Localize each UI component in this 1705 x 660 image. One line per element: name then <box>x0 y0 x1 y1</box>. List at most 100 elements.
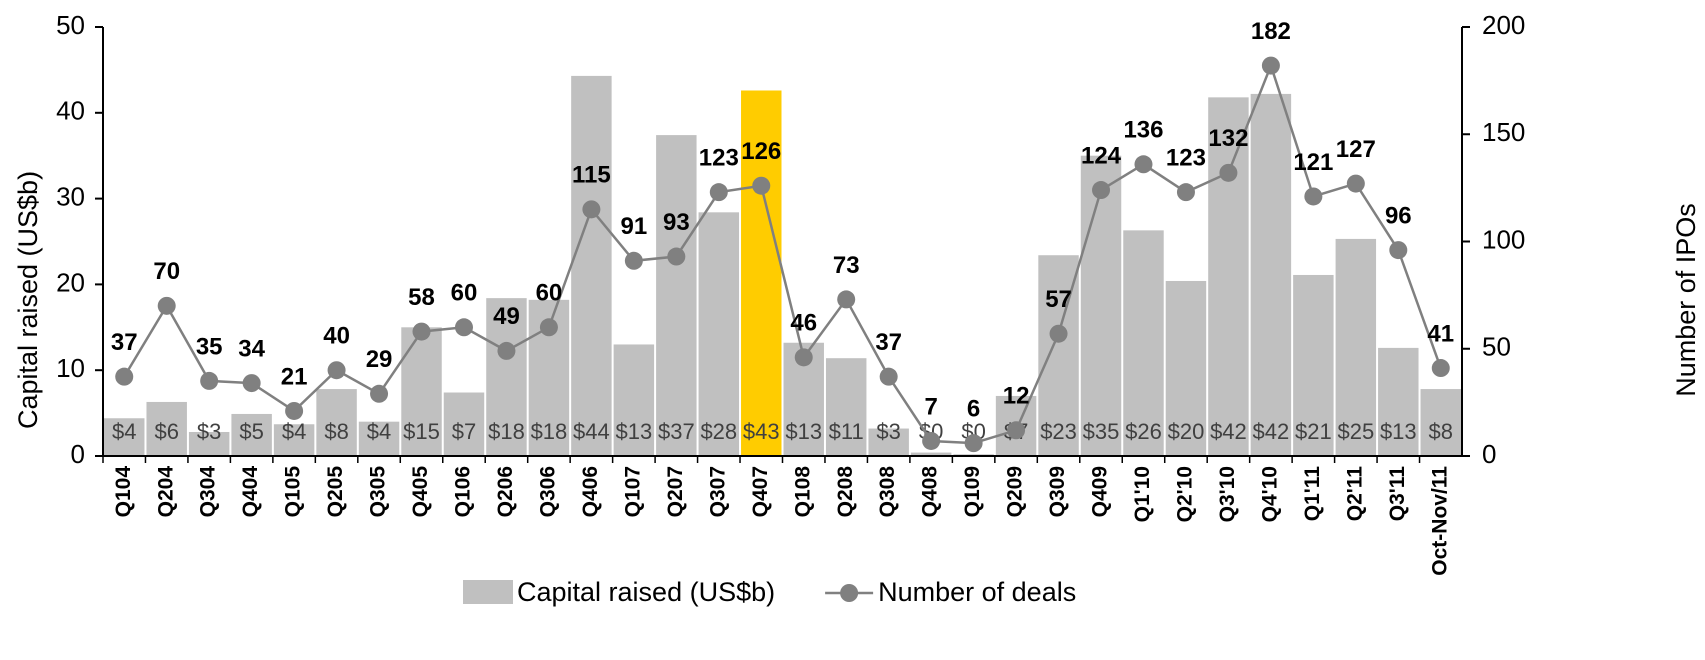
bar-value-label: $25 <box>1337 419 1374 444</box>
x-tick-label: Q308 <box>876 466 899 518</box>
x-tick-label: Oct-Nov/11 <box>1428 466 1451 576</box>
x-tick-label: Q105 <box>282 466 305 518</box>
bar <box>656 135 697 456</box>
x-tick-label: Q4'10 <box>1258 466 1281 522</box>
x-tick-label: Q104 <box>112 466 135 518</box>
x-tick-label: Q204 <box>154 466 177 518</box>
y-tick-label: 30 <box>56 181 85 211</box>
bar-value-label: $3 <box>876 419 900 444</box>
bar-value-label: $13 <box>785 419 822 444</box>
deal-point <box>115 367 134 386</box>
x-tick-label: Q304 <box>197 466 220 518</box>
x-tick-label: Q209 <box>1004 466 1027 517</box>
bar-value-label: $43 <box>743 419 780 444</box>
bar-value-label: $13 <box>616 419 653 444</box>
x-tick-label: Q3'11 <box>1386 466 1409 522</box>
bar <box>571 75 612 456</box>
x-tick-label: Q1'10 <box>1131 466 1154 522</box>
legend-swatch <box>463 580 513 604</box>
bar <box>1335 238 1377 456</box>
bar-value-label: $8 <box>1429 419 1453 444</box>
deal-label: 21 <box>281 363 308 390</box>
x-tick-label: Q108 <box>791 466 814 518</box>
bar <box>273 424 315 456</box>
bar <box>401 327 442 456</box>
x-tick-label: Q406 <box>579 466 602 517</box>
deal-point <box>539 318 558 337</box>
deal-label: 60 <box>451 280 478 307</box>
bar-value-label: $42 <box>1253 419 1290 444</box>
bar-value-label: $26 <box>1125 419 1162 444</box>
bar-value-label: $20 <box>1168 419 1205 444</box>
deal-point <box>1176 183 1195 202</box>
bar-value-label: $18 <box>531 419 568 444</box>
deal-label: 12 <box>1003 383 1030 410</box>
bar <box>486 298 527 456</box>
bar-value-label: $6 <box>154 419 178 444</box>
deal-label: 115 <box>572 162 611 189</box>
deal-point <box>1007 421 1026 440</box>
bar <box>443 392 485 456</box>
deal-point <box>922 431 941 450</box>
bar <box>146 401 187 456</box>
deal-point <box>1389 241 1408 260</box>
deal-point <box>837 290 856 309</box>
bar <box>104 418 145 456</box>
deal-point <box>582 200 601 219</box>
bar <box>1293 274 1334 456</box>
deal-point <box>242 374 261 393</box>
deal-label: 124 <box>1081 142 1122 169</box>
deal-label: 132 <box>1208 125 1248 152</box>
x-tick-label: Q307 <box>706 466 729 517</box>
bar-value-label: $44 <box>573 419 610 444</box>
deal-point <box>200 371 219 390</box>
deal-label: 58 <box>408 284 435 311</box>
deal-label: 40 <box>323 323 350 350</box>
deal-label: 41 <box>1427 320 1454 347</box>
bar-value-label: $15 <box>403 419 440 444</box>
y2-tick-label: 200 <box>1482 10 1525 40</box>
deal-point <box>1431 359 1450 378</box>
deal-label: 127 <box>1336 136 1376 163</box>
y-tick-label: 0 <box>71 439 85 469</box>
deal-point <box>454 318 473 337</box>
bar-value-label: $4 <box>367 419 391 444</box>
deal-point <box>157 296 176 315</box>
deal-label: 91 <box>621 213 648 240</box>
bar <box>316 389 357 456</box>
x-tick-label: Q106 <box>452 466 475 517</box>
deal-label: 73 <box>833 252 860 279</box>
deal-point <box>1092 181 1111 200</box>
bar <box>825 358 867 456</box>
bar <box>358 421 400 456</box>
bar <box>741 90 782 456</box>
deal-label: 29 <box>366 346 393 373</box>
bar-value-label: $4 <box>282 419 306 444</box>
bar-value-label: $35 <box>1083 419 1120 444</box>
x-tick-label: Q408 <box>919 466 942 518</box>
legend-label: Number of deals <box>878 577 1076 607</box>
bar <box>231 413 272 456</box>
deal-point <box>1346 174 1365 193</box>
deal-label: 136 <box>1123 117 1163 144</box>
deal-label: 37 <box>111 329 138 356</box>
x-tick-label: Q407 <box>749 466 772 517</box>
y2-tick-label: 0 <box>1482 439 1496 469</box>
deal-label: 182 <box>1251 18 1291 45</box>
x-tick-label: Q2'10 <box>1174 466 1197 522</box>
bar <box>1208 97 1249 456</box>
x-tick-label: Q208 <box>834 466 857 518</box>
deal-label: 123 <box>699 145 739 172</box>
bar <box>1165 280 1207 456</box>
bar-value-label: $37 <box>658 419 695 444</box>
deal-label: 57 <box>1045 286 1072 313</box>
y-tick-label: 20 <box>56 267 85 297</box>
deal-label: 70 <box>153 258 180 285</box>
bar-value-label: $5 <box>239 419 263 444</box>
bar <box>910 452 952 456</box>
bar <box>1123 230 1164 456</box>
bar <box>1420 389 1461 456</box>
x-tick-label: Q205 <box>324 466 347 518</box>
deal-point <box>497 341 516 360</box>
